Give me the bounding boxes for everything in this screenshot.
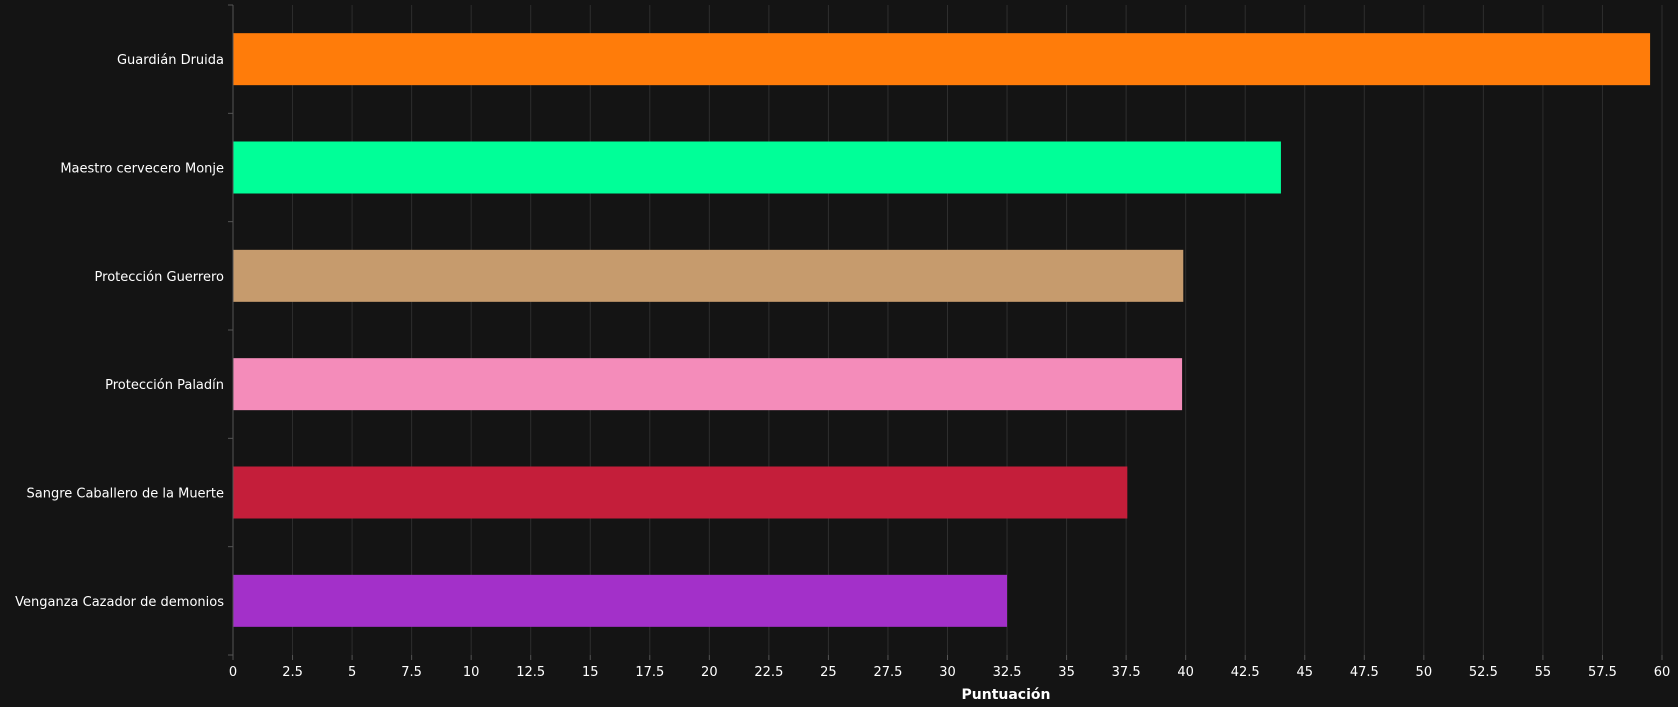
x-tick-label: 45	[1296, 665, 1313, 680]
bar	[233, 249, 1184, 302]
x-tick-label: 35	[1058, 665, 1075, 680]
category-label: Maestro cervecero Monje	[60, 162, 224, 177]
x-tick-label: 17.5	[635, 665, 664, 680]
x-tick-label: 55	[1535, 665, 1552, 680]
bar	[233, 358, 1183, 411]
category-label: Sangre Caballero de la Muerte	[26, 487, 224, 502]
bar	[233, 33, 1651, 86]
category-label: Guardián Druida	[117, 53, 224, 68]
x-tick-label: 15	[582, 665, 599, 680]
x-tick-label: 37.5	[1112, 665, 1141, 680]
x-tick-label: 25	[820, 665, 837, 680]
category-label: Protección Guerrero	[95, 270, 224, 285]
x-tick-label: 47.5	[1350, 665, 1379, 680]
x-tick-label: 57.5	[1588, 665, 1617, 680]
bars	[233, 33, 1651, 627]
grid-lines	[292, 5, 1663, 655]
x-tick-label: 7.5	[401, 665, 422, 680]
x-tick-label: 40	[1177, 665, 1194, 680]
x-tick-label: 27.5	[873, 665, 902, 680]
x-tick-label: 10	[463, 665, 480, 680]
x-tick-label: 0	[229, 665, 237, 680]
bar	[233, 574, 1008, 627]
labels: 0 2.5 5 7.5 10 12.5 15 17.5 20 22.5 25 27.5 30 32.5 35…	[15, 53, 1670, 680]
x-tick-label: 12.5	[516, 665, 545, 680]
x-axis-title: Puntuación	[962, 687, 1051, 703]
x-tick-label: 32.5	[993, 665, 1022, 680]
axes	[228, 4, 1663, 660]
x-tick-label: 2.5	[282, 665, 303, 680]
bar	[233, 141, 1281, 194]
x-tick-label: 60	[1654, 665, 1671, 680]
x-tick-label: 5	[348, 665, 356, 680]
x-tick-label: 52.5	[1469, 665, 1498, 680]
x-tick-label: 42.5	[1231, 665, 1260, 680]
x-tick-label: 20	[701, 665, 718, 680]
x-tick-label: 30	[939, 665, 956, 680]
bar	[233, 466, 1128, 519]
category-label: Venganza Cazador de demonios	[15, 595, 224, 610]
x-tick-label: 50	[1416, 665, 1433, 680]
category-label: Protección Paladín	[105, 378, 224, 393]
x-tick-label: 22.5	[754, 665, 783, 680]
